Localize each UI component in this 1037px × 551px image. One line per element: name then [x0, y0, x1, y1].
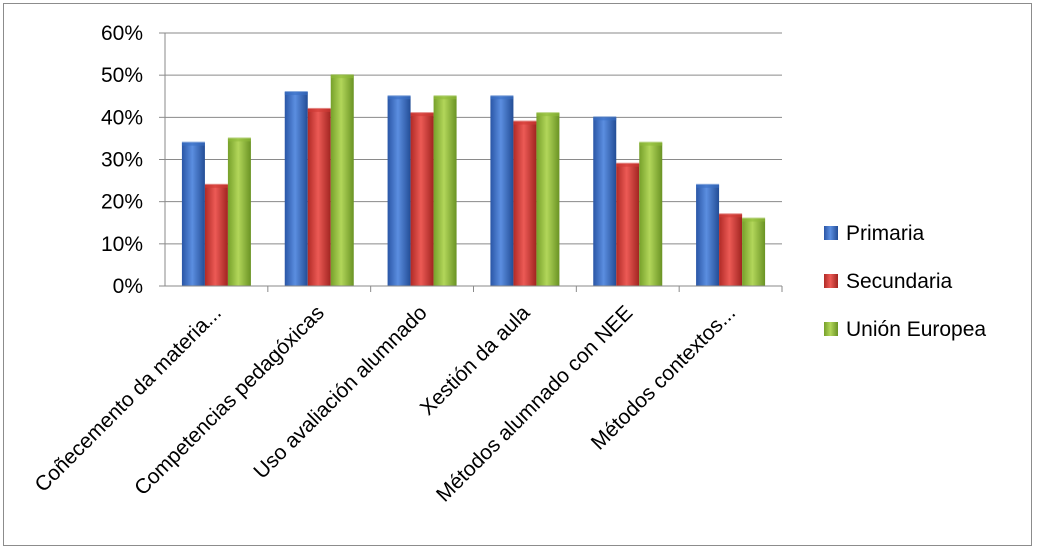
y-tick-label: 10% — [101, 233, 143, 256]
bars — [181, 74, 766, 287]
bar — [593, 117, 617, 286]
bar — [696, 184, 720, 286]
bar — [616, 163, 640, 286]
bar — [307, 108, 331, 287]
bar-top — [616, 162, 640, 167]
bar-top — [433, 95, 457, 100]
bar-top — [536, 112, 560, 117]
bar-top — [204, 183, 228, 188]
y-axis-tick-labels: 0% 10% 20% 30% 40% 50% 60% — [101, 22, 143, 298]
bar — [433, 96, 457, 286]
legend-label: Primaria — [846, 222, 924, 245]
legend-swatch — [824, 226, 838, 240]
axes — [164, 33, 783, 292]
bar-top — [513, 120, 537, 125]
legend-swatch — [824, 322, 838, 336]
bar-top — [330, 74, 354, 79]
bar-top — [696, 183, 720, 188]
y-tick-label: 60% — [101, 22, 143, 45]
bar — [204, 184, 228, 286]
gridlines — [159, 32, 782, 287]
bar-top — [719, 213, 743, 218]
bar-top — [593, 116, 617, 121]
bar — [284, 92, 308, 287]
x-category-label: Uso avaliación alumnado — [249, 301, 431, 483]
bar — [387, 96, 411, 286]
y-tick-label: 40% — [101, 106, 143, 129]
x-axis-category-labels: Coñecemento da materia...Competencias pe… — [31, 301, 741, 507]
bar — [536, 113, 560, 286]
legend-swatch — [824, 274, 838, 288]
y-tick-label: 20% — [101, 191, 143, 214]
bar — [330, 75, 354, 287]
bar-top — [307, 107, 331, 112]
bar — [719, 214, 743, 286]
x-category-label: Métodos alumnado con NEE — [432, 301, 637, 506]
bar-top — [742, 217, 766, 222]
bar-top — [639, 141, 663, 146]
bar — [639, 142, 663, 286]
bar-top — [387, 95, 411, 100]
bar-top — [181, 141, 205, 146]
bar-top — [284, 91, 308, 96]
bar — [742, 218, 766, 286]
legend-label: Unión Europea — [846, 318, 986, 341]
y-tick-label: 50% — [101, 64, 143, 87]
bar — [410, 113, 434, 286]
bar — [181, 142, 205, 286]
y-tick-label: 30% — [101, 149, 143, 172]
legend: Primaria Secundaria Unión Europea — [824, 222, 986, 341]
legend-label: Secundaria — [846, 270, 953, 293]
bar — [227, 138, 251, 286]
bar-top — [410, 112, 434, 117]
bar — [490, 96, 514, 286]
bar-top — [490, 95, 514, 100]
x-category-label: Competencias pedagóxicas — [130, 301, 329, 500]
x-category-label: Xestión da aula — [416, 301, 535, 420]
bar — [513, 121, 537, 286]
y-tick-label: 0% — [113, 275, 143, 298]
bar-top — [227, 137, 251, 142]
x-category-label: Coñecemento da materia... — [31, 301, 226, 496]
